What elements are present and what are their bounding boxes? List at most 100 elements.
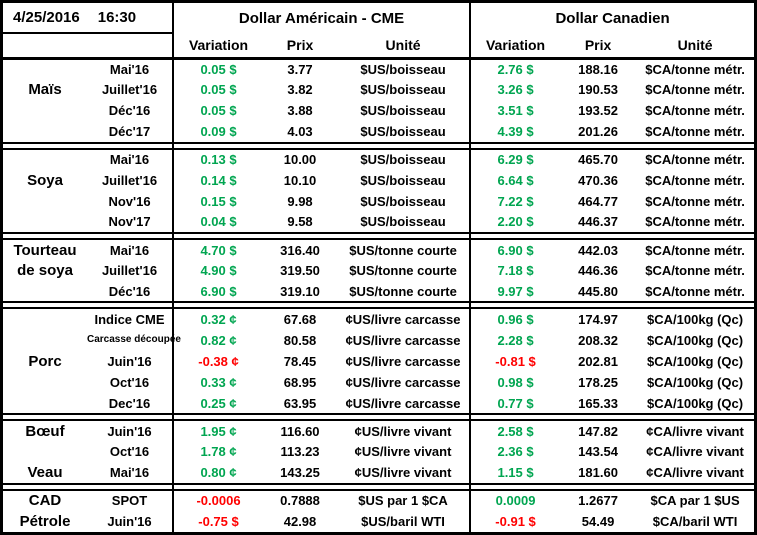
time-label: 16:30 (97, 9, 137, 26)
category-cell (3, 149, 87, 170)
table-row-boeuf-veau: Oct'16 1.78 ¢ 113.23 ¢US/livre vivant 2.36 $… (3, 441, 754, 463)
ca-unit-cell: $CA/tonne métr. (645, 82, 745, 98)
us-variation-cell: 0.09 $ (200, 123, 237, 139)
month-cell: Mai'16 (87, 58, 175, 80)
month-cell: Mai'16 (87, 148, 175, 170)
us-variation-cell: 1.95 ¢ (200, 423, 237, 439)
ca-variation-header: Variation (470, 33, 561, 60)
divider-cell (3, 413, 175, 422)
ca-unit-cell: ¢CA/livre vivant (646, 423, 744, 439)
ca-price-cell: 54.49 (581, 513, 615, 529)
section-divider (3, 232, 755, 241)
ca-unit-cell: $CA/tonne métr. (645, 242, 745, 258)
ca-variation-cell: 9.97 $ (497, 283, 534, 299)
ca-price-cell: 208.32 (578, 332, 618, 348)
ca-variation-cell: 4.39 $ (497, 123, 534, 139)
us-price-cell: 3.88 (287, 103, 313, 119)
divider-cell (3, 232, 175, 241)
us-price-cell: 10.10 (283, 172, 317, 188)
us-unit-cell: $US/boisseau (337, 148, 472, 170)
us-price-cell: 67.68 (283, 312, 317, 328)
us-price-cell: 10.00 (283, 152, 317, 168)
ca-price-cell: 193.52 (578, 103, 618, 119)
month-cell: Nov'17 (87, 211, 175, 234)
ca-variation-cell: 3.26 $ (497, 82, 534, 98)
us-unit-cell: $US/boisseau (337, 121, 472, 143)
us-variation-cell: 4.90 $ (200, 263, 237, 279)
month-cell: Juillet'16 (87, 79, 175, 101)
table-row-boeuf-veau: Bœuf Juin'16 1.95 ¢ 116.60 ¢US/livre vivant 2… (3, 420, 754, 442)
table-row-porc: Oct'16 0.33 ¢ 68.95 ¢US/livre carcasse 0.98 … (3, 371, 754, 393)
category-cell: Bœuf (25, 422, 65, 440)
us-unit-cell: ¢US/livre vivant (337, 441, 472, 463)
ca-unit-cell: ¢CA/livre vivant (646, 444, 744, 460)
empty-header-cell (3, 33, 175, 60)
datetime-header: 4/25/2016 16:30 (3, 3, 175, 34)
ca-variation-cell: 2.58 $ (497, 423, 534, 439)
us-variation-header: Variation (173, 33, 264, 60)
ca-unite-header: Unité (636, 33, 755, 60)
us-price-cell: 9.98 (287, 193, 313, 209)
ca-variation-cell: 7.18 $ (497, 263, 534, 279)
category-cell (3, 441, 87, 462)
month-cell: Déc'17 (87, 121, 175, 143)
category-cell (3, 58, 87, 79)
us-variation-cell: 0.05 $ (200, 103, 237, 119)
ca-variation-cell: 0.0009 (495, 493, 536, 509)
group-header-row: 4/25/2016 16:30 Dollar Américain - CME Do… (3, 3, 754, 34)
us-variation-cell: 0.82 ¢ (200, 332, 237, 348)
ca-price-cell: 181.60 (578, 464, 618, 480)
month-cell: Nov'16 (87, 190, 175, 212)
us-unite-header: Unité (337, 33, 472, 60)
ca-variation-cell: 7.22 $ (497, 193, 534, 209)
divider-cell (173, 413, 472, 422)
us-price-cell: 316.40 (280, 242, 320, 258)
us-unit-cell: ¢US/livre carcasse (337, 350, 472, 372)
us-price-cell: 63.95 (283, 395, 317, 411)
price-table-body: Mai'16 0.05 $ 3.77 $US/boisseau 2.76 $ 188.16… (3, 58, 755, 532)
divider-cell (3, 482, 175, 491)
us-unit-cell: $US par 1 $CA (337, 489, 472, 511)
us-variation-cell: -0.75 $ (198, 513, 239, 529)
ca-price-cell: 147.82 (578, 423, 618, 439)
ca-unit-cell: $CA/100kg (Qc) (647, 395, 744, 411)
us-price-cell: 0.7888 (280, 493, 320, 509)
month-cell: Indice CME (87, 308, 175, 330)
us-unit-cell: $US/tonne courte (337, 239, 472, 261)
month-cell: Oct'16 (87, 371, 175, 393)
divider-cell (470, 413, 755, 422)
month-cell: Déc'16 (87, 281, 175, 303)
table-row-soya: Mai'16 0.13 $ 10.00 $US/boisseau 6.29 $ 465.7… (3, 148, 754, 170)
section-divider (3, 413, 755, 422)
section-divider (3, 482, 755, 491)
us-price-cell: 68.95 (283, 374, 317, 390)
table-row-soya: Soya Juillet'16 0.14 $ 10.10 $US/boisseau 6.6… (3, 169, 754, 191)
month-cell: Juin'16 (87, 350, 175, 372)
ca-price-cell: 465.70 (578, 152, 618, 168)
ca-price-cell: 190.53 (578, 82, 618, 98)
us-price-cell: 113.23 (280, 444, 320, 460)
ca-dollar-group-header: Dollar Canadien (555, 9, 670, 27)
ca-price-cell: 188.16 (578, 61, 618, 77)
divider-cell (3, 141, 175, 150)
us-unit-cell: ¢US/livre vivant (337, 420, 472, 442)
table-row-porc: Carcasse découpée 0.82 ¢ 80.58 ¢US/livre ca… (3, 329, 754, 351)
ca-variation-cell: -0.81 $ (495, 353, 536, 369)
month-cell: Juin'16 (87, 420, 175, 442)
ca-price-cell: 201.26 (578, 123, 618, 139)
ca-price-cell: 202.81 (578, 353, 618, 369)
category-cell (3, 330, 87, 351)
table-row-mais: Déc'17 0.09 $ 4.03 $US/boisseau 4.39 $ 201.26… (3, 121, 754, 143)
ca-unit-cell: $CA par 1 $US (650, 493, 740, 509)
ca-variation-cell: 6.64 $ (497, 172, 534, 188)
ca-unit-cell: $CA/100kg (Qc) (647, 353, 744, 369)
ca-unit-cell: $CA/tonne métr. (645, 123, 745, 139)
ca-unit-cell: $CA/baril WTI (652, 513, 738, 529)
us-unit-cell: ¢US/livre vivant (337, 462, 472, 484)
us-price-cell: 116.60 (280, 423, 320, 439)
ca-unit-cell: $CA/tonne métr. (645, 152, 745, 168)
us-variation-cell: 1.78 ¢ (200, 444, 237, 460)
ca-variation-cell: 0.96 $ (497, 312, 534, 328)
ca-variation-cell: 0.98 $ (497, 374, 534, 390)
us-prix-header: Prix (263, 33, 338, 60)
